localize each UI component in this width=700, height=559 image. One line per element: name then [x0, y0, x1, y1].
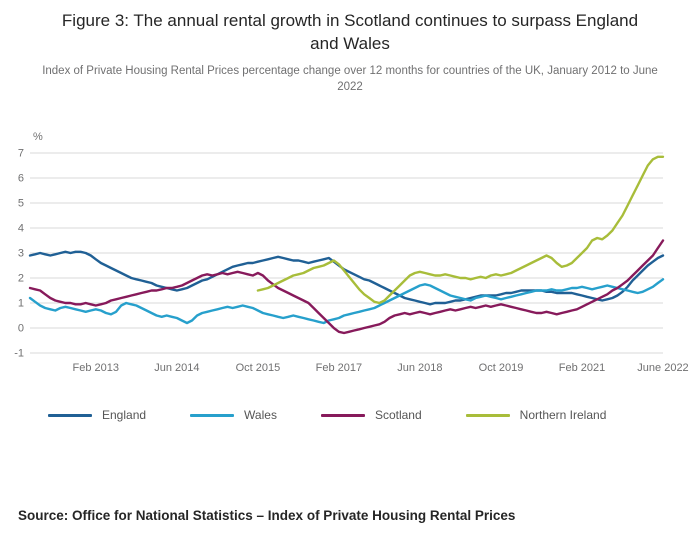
- svg-text:Feb 2017: Feb 2017: [316, 362, 362, 374]
- legend-line-swatch: [465, 413, 510, 417]
- svg-text:5: 5: [18, 198, 24, 210]
- legend-label: Scotland: [374, 408, 422, 423]
- svg-text:4: 4: [18, 223, 24, 235]
- svg-text:June 2022: June 2022: [637, 362, 688, 374]
- svg-text:Oct 2019: Oct 2019: [479, 362, 524, 374]
- svg-text:2: 2: [18, 273, 24, 285]
- legend-label: England: [102, 408, 147, 423]
- legend-line-swatch: [320, 413, 365, 417]
- chart-plot-area: -1 0 1 2 3 4 5 6 7 Feb 2013 Jun 2014 Oct 2015 Feb 20…: [14, 148, 688, 375]
- svg-text:-1: -1: [14, 348, 24, 360]
- svg-text:6: 6: [18, 173, 24, 185]
- svg-text:Jun 2014: Jun 2014: [154, 362, 199, 374]
- svg-text:Feb 2021: Feb 2021: [559, 362, 605, 374]
- svg-text:7: 7: [18, 148, 24, 160]
- source-attribution: Source: Office for National Statistics –…: [18, 508, 516, 524]
- svg-text:0: 0: [18, 323, 24, 335]
- legend-item-england: England: [48, 408, 146, 422]
- legend-item-scotland: Scotland: [320, 408, 422, 423]
- svg-text:Feb 2013: Feb 2013: [73, 362, 119, 374]
- legend-label: Northern Ireland: [519, 408, 607, 423]
- chart-title: Figure 3: The annual rental growth in Sc…: [61, 11, 639, 53]
- svg-text:3: 3: [18, 248, 24, 260]
- legend-item-northern-ireland: Northern Ireland: [465, 408, 607, 423]
- legend-line-swatch: [190, 413, 235, 417]
- legend-label: Wales: [244, 408, 277, 423]
- chart-subtitle: Index of Private Housing Rental Prices p…: [42, 64, 658, 93]
- svg-text:Jun 2018: Jun 2018: [397, 362, 442, 374]
- svg-text:Oct 2015: Oct 2015: [236, 362, 281, 374]
- legend-line-swatch: [48, 413, 92, 417]
- figure: Figure 3: The annual rental growth in Sc…: [0, 10, 700, 559]
- svg-text:1: 1: [18, 298, 24, 310]
- legend: England Wales Scotland Northern Ireland: [48, 408, 700, 422]
- y-axis-unit-label: %: [33, 131, 43, 144]
- legend-item-wales: Wales: [190, 408, 277, 422]
